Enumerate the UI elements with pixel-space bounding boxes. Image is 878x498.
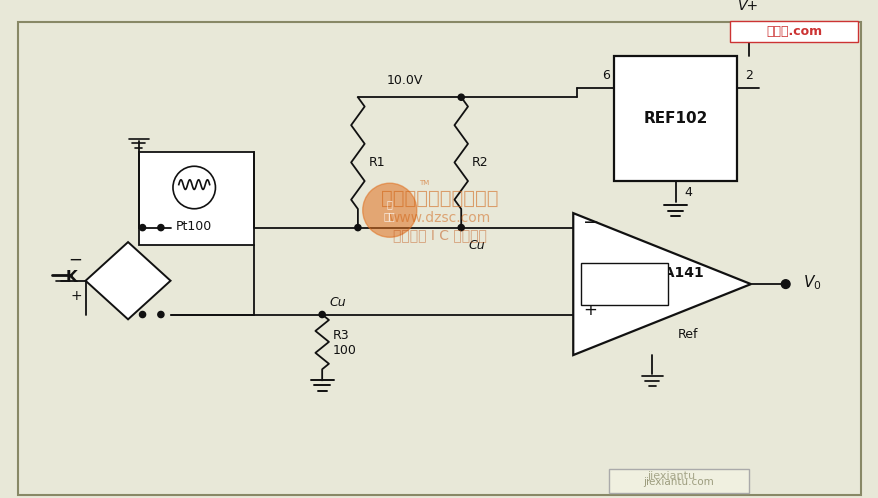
Text: −: − <box>68 250 82 268</box>
Bar <box>744 25 753 34</box>
Circle shape <box>158 311 164 318</box>
Circle shape <box>140 225 146 231</box>
Text: TM: TM <box>418 180 428 186</box>
Text: $V_0$: $V_0$ <box>802 273 821 291</box>
Text: +: + <box>582 301 596 319</box>
Circle shape <box>781 280 789 288</box>
Text: V+: V+ <box>737 0 758 13</box>
Text: K: K <box>66 270 78 285</box>
Text: 10.0V: 10.0V <box>386 74 422 87</box>
Text: 经
龙库: 经 龙库 <box>384 199 395 221</box>
Text: 广州粤经库电子市场网: 广州粤经库电子市场网 <box>381 189 498 208</box>
Bar <box>580 263 667 305</box>
Text: REF102: REF102 <box>643 111 707 126</box>
Text: R1: R1 <box>368 156 385 169</box>
Polygon shape <box>572 213 750 355</box>
Text: INA141: INA141 <box>647 265 704 279</box>
Text: Cu: Cu <box>329 296 346 309</box>
Text: 6: 6 <box>601 69 609 82</box>
Text: R3
100: R3 100 <box>333 329 356 357</box>
Text: Ref: Ref <box>677 328 698 341</box>
Text: Pt100: Pt100 <box>176 221 212 234</box>
Polygon shape <box>85 242 170 319</box>
Text: +: + <box>70 289 82 303</box>
Bar <box>608 469 748 493</box>
Text: 4: 4 <box>684 186 691 199</box>
Bar <box>729 21 857 42</box>
Circle shape <box>173 166 215 209</box>
Text: jiexiantu.com: jiexiantu.com <box>643 477 713 487</box>
Text: Cu: Cu <box>469 239 485 252</box>
Bar <box>613 56 737 181</box>
Circle shape <box>457 225 464 231</box>
Circle shape <box>140 311 146 318</box>
Circle shape <box>319 311 325 318</box>
Text: R2: R2 <box>471 156 488 169</box>
Circle shape <box>457 94 464 100</box>
Text: 2: 2 <box>745 69 752 82</box>
Circle shape <box>158 225 164 231</box>
Text: www.dzsc.com: www.dzsc.com <box>388 211 491 225</box>
Text: 全球最大 I C 采购网站: 全球最大 I C 采购网站 <box>392 228 486 243</box>
Text: jiexiantu: jiexiantu <box>647 471 695 481</box>
Bar <box>139 152 254 245</box>
Circle shape <box>355 225 361 231</box>
Circle shape <box>363 183 416 237</box>
Text: 接线图.com: 接线图.com <box>766 25 822 38</box>
Text: −: − <box>582 213 599 232</box>
